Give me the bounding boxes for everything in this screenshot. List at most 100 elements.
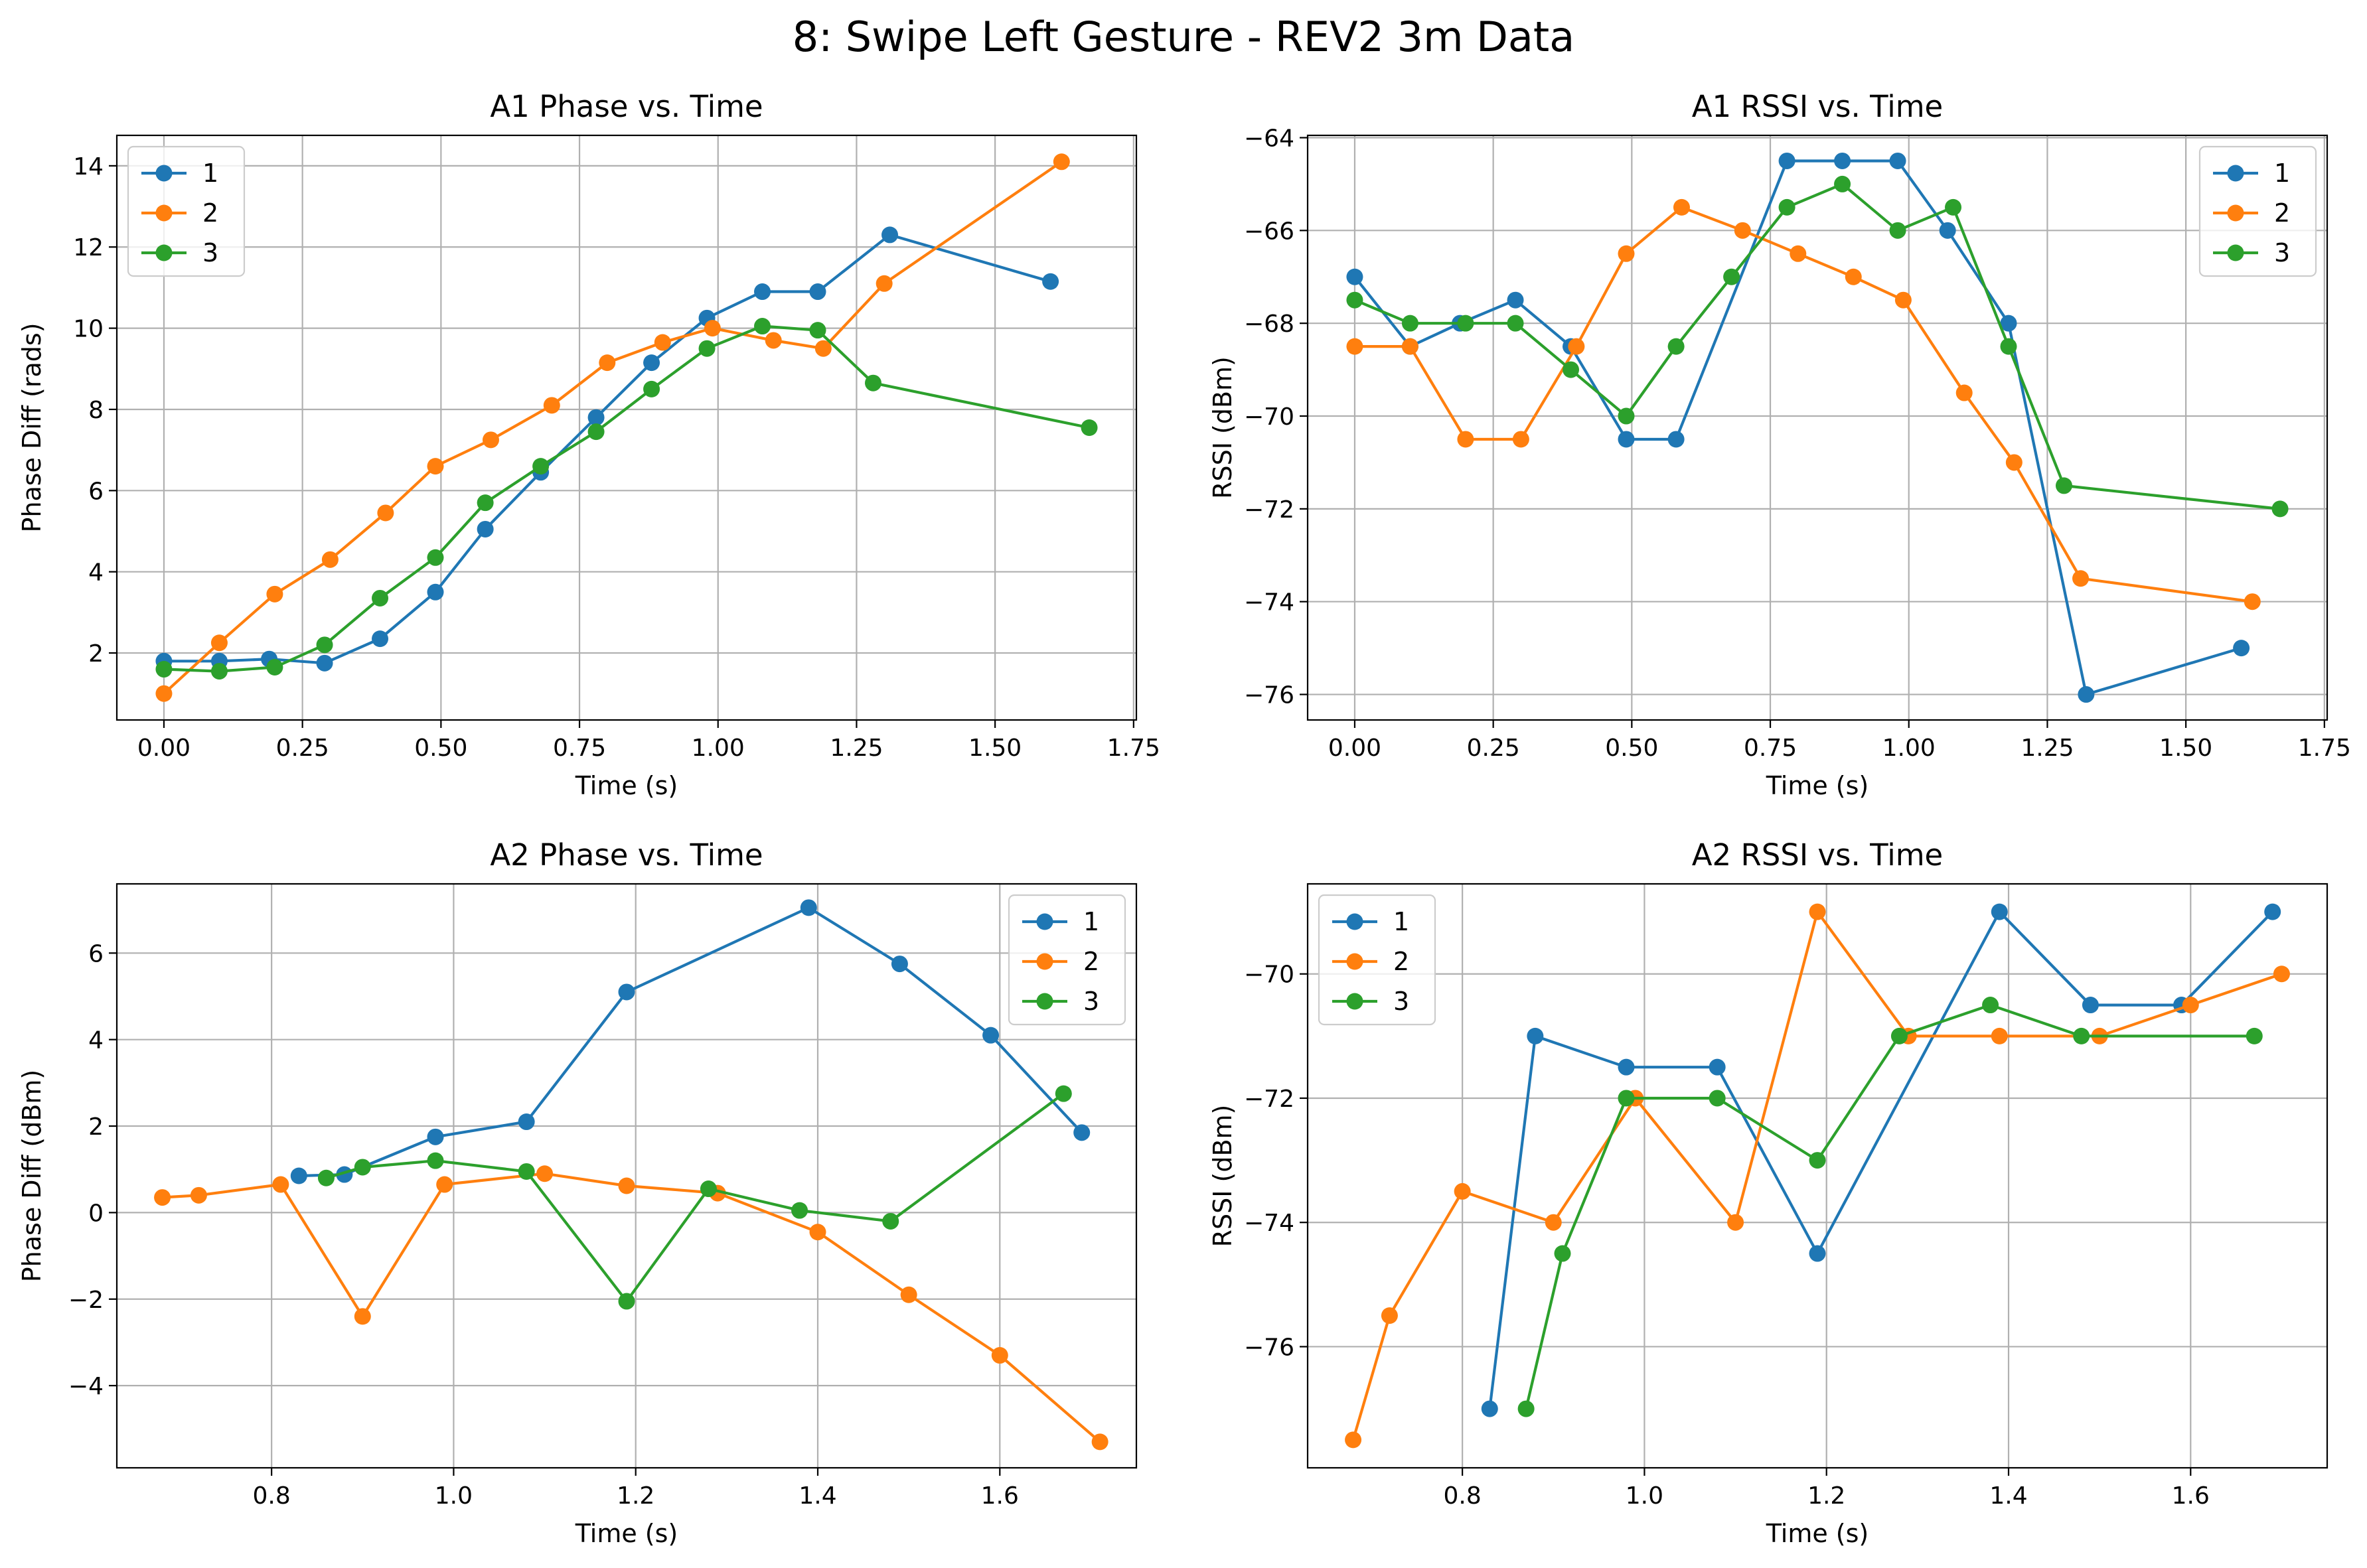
a1-rssi-series-2-point-11 (1955, 384, 1973, 401)
a1-phase-series-3-point-0 (155, 661, 173, 678)
a2-rssi-legend-box (1318, 894, 1436, 1026)
a2-phase-series-2-line (161, 1172, 1102, 1443)
a2-phase-legend-label-3: 3 (1083, 987, 1099, 1016)
a2-rssi-legend-marker-2 (1346, 953, 1363, 970)
a1-phase-series-2-point-4 (377, 504, 394, 522)
a1-rssi-xtick-label-3: 0.75 (1744, 735, 1797, 762)
figure-title: 8: Swipe Left Gesture - REV2 3m Data (793, 13, 1574, 61)
a1-rssi-series-1-point-13 (2233, 640, 2250, 657)
a2-rssi-series-1-point-5 (1991, 903, 2008, 920)
a1-rssi-series-3-point-13 (2055, 477, 2072, 494)
a2-phase-series-1-line (297, 906, 1083, 1178)
a1-phase-series-3-point-8 (587, 423, 605, 441)
a1-rssi-ytick-label-3: −70 (1244, 403, 1294, 431)
a1-rssi-series-1-point-12 (2078, 686, 2095, 703)
a1-rssi-legend-marker-1 (2227, 165, 2244, 182)
a1-phase-xtick-label-0: 0.00 (137, 735, 191, 762)
a1-rssi-series-2-point-5 (1618, 245, 1635, 262)
a1-phase-series-3-point-10 (698, 340, 716, 357)
a1-rssi-ytick-label-5: −66 (1244, 218, 1294, 245)
a1-rssi-series-3-point-3 (1507, 315, 1524, 332)
a2-rssi-ytick-label-0: −76 (1244, 1334, 1294, 1361)
a2-rssi-series-2-point-6 (1809, 903, 1826, 920)
a1-phase-series-2-point-11 (765, 332, 782, 349)
a2-rssi-series-1-point-1 (1527, 1027, 1544, 1044)
a1-rssi-series-2-point-6 (1673, 198, 1690, 216)
a1-rssi-series-1-point-8 (1834, 152, 1851, 169)
a1-rssi-legend-marker-2 (2227, 204, 2244, 222)
a2-rssi-series-2-point-1 (1381, 1307, 1398, 1324)
a2-phase-legend-marker-1 (1036, 913, 1053, 930)
a2-rssi-ytick-label-2: −72 (1244, 1086, 1294, 1113)
a2-phase-series-1-point-3 (518, 1113, 535, 1131)
a2-rssi-series-2-point-3 (1545, 1214, 1562, 1231)
a1-rssi-xtick-label-2: 0.50 (1605, 735, 1658, 762)
a2-phase-series-2-point-0 (154, 1189, 171, 1206)
a1-rssi-series-1-point-10 (1939, 222, 1956, 239)
a2-phase-legend-marker-2 (1036, 953, 1053, 970)
a1-phase-series-1-point-3 (316, 654, 333, 672)
a1-phase-series-3-point-7 (532, 458, 550, 475)
a2-phase-series-1-point-6 (891, 956, 908, 973)
a1-rssi-legend: 1 2 3 (2198, 145, 2317, 277)
a1-phase-series-3-point-5 (427, 549, 444, 566)
a1-phase-series-1-point-14 (1042, 273, 1059, 290)
a2-phase-legend-box (1008, 894, 1126, 1026)
a2-phase-legend-label-2: 2 (1083, 947, 1099, 976)
a1-phase-series-3-point-3 (316, 636, 333, 654)
a2-rssi-series-1-point-6 (2082, 997, 2099, 1014)
a2-phase-series-2-point-1 (190, 1186, 207, 1204)
a2-rssi-series-3-point-1 (1554, 1245, 1571, 1262)
a2-phase-series-2-point-6 (618, 1177, 635, 1194)
a2-phase-ytick-label-4: 4 (88, 1027, 104, 1054)
a1-rssi-series-3-point-2 (1457, 315, 1474, 332)
a1-phase-legend-label-2: 2 (202, 198, 218, 228)
a1-phase-xtick-label-5: 1.25 (830, 735, 883, 762)
a1-phase-series-2-point-5 (427, 458, 444, 475)
a2-rssi-series-1-line (1488, 910, 2274, 1411)
a2-phase-series-2-point-9 (900, 1286, 917, 1303)
a1-rssi-series-2-point-13 (2072, 570, 2090, 587)
a1-phase-series-2-point-12 (814, 340, 832, 357)
a2-phase-series-2-point-8 (809, 1224, 826, 1241)
a1-phase-series-2-line (162, 160, 1063, 695)
a2-phase-xtick-label-4: 1.6 (981, 1482, 1019, 1510)
a2-rssi-series-1-point-3 (1709, 1058, 1726, 1076)
a1-phase-series-3-point-4 (372, 589, 389, 606)
a2-phase-ytick-label-0: −4 (68, 1373, 104, 1400)
a2-phase-series-3-point-7 (882, 1212, 899, 1230)
a1-rssi-series-3-point-7 (1723, 268, 1740, 285)
a2-rssi-series-3-point-0 (1517, 1400, 1535, 1417)
a2-rssi-series-3-point-4 (1809, 1152, 1826, 1169)
a2-phase-ytick-label-5: 6 (88, 940, 104, 967)
a2-rssi-xtick-label-3: 1.4 (1989, 1482, 2027, 1510)
a1-rssi-series-1-point-0 (1346, 268, 1363, 285)
a1-rssi-series-2-point-10 (1894, 291, 1912, 309)
a1-phase-title: A1 Phase vs. Time (490, 89, 763, 124)
a1-phase-xtick-label-6: 1.50 (968, 735, 1022, 762)
a1-rssi-xlabel: Time (s) (1766, 771, 1869, 800)
a1-rssi-xtick-label-4: 1.00 (1882, 735, 1936, 762)
a1-phase-ytick-label-4: 10 (73, 316, 104, 343)
a1-phase-xtick-label-1: 0.25 (276, 735, 329, 762)
a1-phase-series-1-point-11 (754, 283, 771, 301)
a1-phase-xtick-label-4: 1.00 (692, 735, 745, 762)
a1-rssi-series-2-point-3 (1512, 431, 1529, 448)
a2-phase-series-1-point-4 (618, 983, 635, 1001)
a2-phase-ytick-label-1: −2 (68, 1287, 104, 1314)
a1-rssi-legend-label-2: 2 (2274, 198, 2290, 228)
a1-phase-series-2-point-3 (321, 551, 339, 568)
a2-phase-series-2-point-11 (1091, 1433, 1108, 1451)
a2-phase-series-2-point-2 (272, 1176, 289, 1193)
a1-phase-ytick-label-1: 4 (88, 559, 104, 587)
a1-rssi-xtick-label-5: 1.25 (2021, 735, 2074, 762)
a1-phase-ytick-label-2: 6 (88, 478, 104, 505)
a1-rssi-series-2-point-7 (1734, 222, 1751, 239)
a1-rssi-ytick-label-1: −74 (1244, 589, 1294, 616)
a2-phase-series-3-point-3 (518, 1163, 535, 1180)
a2-phase-series-3-point-8 (1055, 1085, 1072, 1102)
a1-phase-series-1-point-9 (643, 354, 660, 372)
a1-rssi-ylabel: RSSI (dBm) (1208, 356, 1237, 499)
a2-rssi-xtick-label-1: 1.0 (1626, 1482, 1663, 1510)
a1-phase-legend-box (127, 145, 246, 277)
